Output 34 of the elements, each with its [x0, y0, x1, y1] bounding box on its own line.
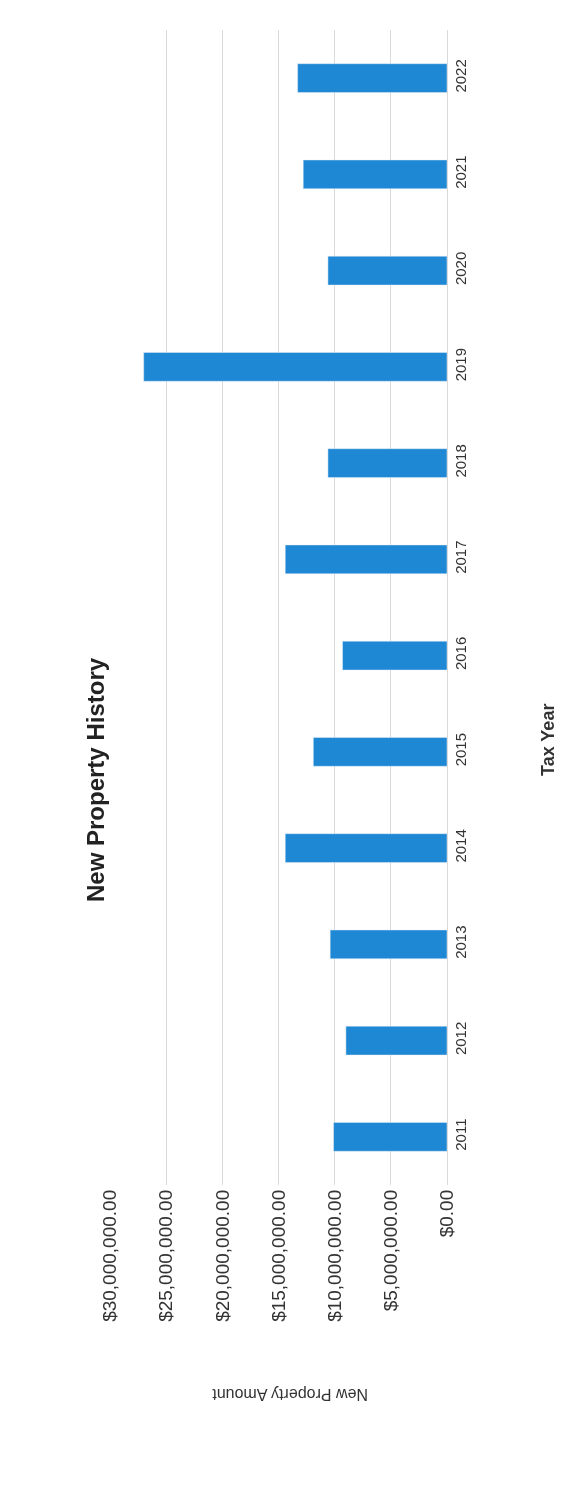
bar [284, 544, 447, 575]
bar [313, 737, 447, 767]
y-tick-label: 2015 [452, 732, 469, 767]
text: New Property History [82, 657, 109, 902]
bar [342, 640, 447, 671]
y-tick-label: 2021 [452, 155, 469, 189]
y-tick-label: 2014 [452, 829, 469, 863]
x-tick-label: $20,000,000.00 [211, 1189, 233, 1322]
y-tick-label: 2018 [452, 444, 469, 478]
x-tick-label: $0.00 [436, 1189, 458, 1238]
bar [327, 255, 447, 286]
x-tick-label: $10,000,000.00 [323, 1189, 345, 1322]
bar [329, 929, 447, 960]
y-tick-label: 2019 [452, 347, 469, 382]
x-tick-label: $25,000,000.00 [155, 1189, 177, 1322]
y-tick-label: 2016 [452, 636, 469, 671]
bar [302, 159, 447, 190]
x-tick-label: $5,000,000.00 [380, 1189, 401, 1312]
y-tick-label: 2020 [452, 251, 469, 286]
y-axis-title: Tax Year [538, 703, 558, 776]
y-tick-label: 2017 [452, 540, 469, 574]
bar [297, 63, 447, 93]
y-tick-label: 2022 [452, 59, 469, 93]
x-axis-title: New Property Amount [211, 1386, 368, 1403]
bar [327, 448, 447, 478]
x-tick-label: $30,000,000.00 [99, 1189, 121, 1322]
bar [143, 352, 447, 382]
y-tick-label: 2013 [452, 925, 469, 959]
bar [284, 833, 447, 863]
y-tick-label: 2011 [452, 1118, 469, 1151]
bar [333, 1122, 447, 1152]
x-tick-label: $15,000,000.00 [267, 1189, 289, 1322]
y-tick-label: 2012 [452, 1021, 469, 1056]
bar [345, 1025, 447, 1056]
